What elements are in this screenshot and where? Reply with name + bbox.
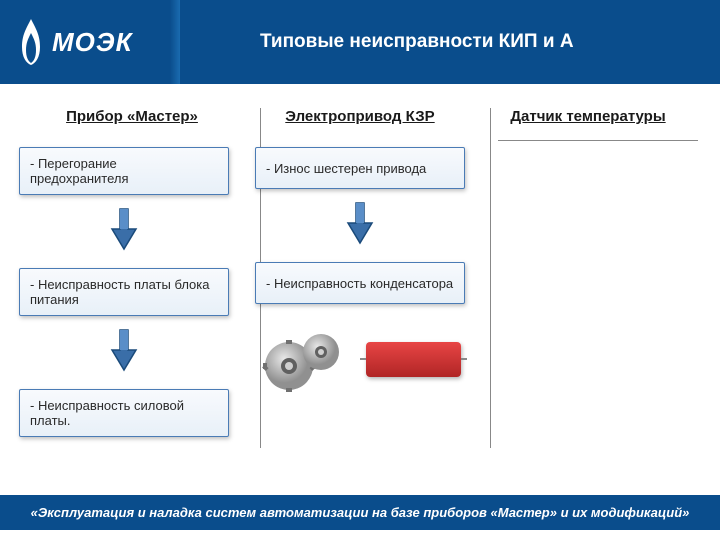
column-header: Прибор «Мастер» (18, 104, 246, 129)
down-arrow-icon (346, 201, 374, 250)
capacitor-image (366, 342, 461, 377)
title-bar: Типовые неисправности КИП и А (180, 0, 574, 84)
column-drive: - Износ шестерен привода - Неисправность… (254, 147, 466, 437)
footer: «Эксплуатация и наладка систем автоматиз… (0, 495, 720, 530)
column-header: Электропривод КЗР (246, 104, 474, 129)
fault-text: - Износ шестерен привода (266, 161, 426, 176)
fault-text: - Неисправность силовой платы. (30, 398, 218, 428)
fault-box: - Неисправность силовой платы. (19, 389, 229, 437)
down-arrow-icon (110, 328, 138, 377)
column-headers: Прибор «Мастер» Электропривод КЗР Датчик… (18, 104, 702, 129)
footer-text: «Эксплуатация и наладка систем автоматиз… (31, 505, 690, 520)
fault-box: - Износ шестерен привода (255, 147, 465, 189)
slide-title: Типовые неисправности КИП и А (180, 31, 574, 53)
images-row (259, 324, 461, 394)
logo-text: МОЭК (52, 27, 133, 58)
column-master: - Перегорание предохранителя - Неисправн… (18, 147, 230, 437)
fault-box: - Неисправность платы блока питания (19, 268, 229, 316)
gears-image (259, 324, 354, 394)
flame-icon (12, 17, 50, 67)
down-arrow-icon (110, 207, 138, 256)
logo-area: МОЭК (0, 0, 133, 84)
column-sensor (490, 147, 702, 437)
header: МОЭК Типовые неисправности КИП и А (0, 0, 720, 84)
fault-text: - Неисправность конденсатора (266, 276, 453, 291)
fault-text: - Неисправность платы блока питания (30, 277, 218, 307)
fault-text: - Перегорание предохранителя (30, 156, 218, 186)
content-area: Прибор «Мастер» Электропривод КЗР Датчик… (0, 84, 720, 484)
fault-box: - Перегорание предохранителя (19, 147, 229, 195)
fault-box: - Неисправность конденсатора (255, 262, 465, 304)
columns: - Перегорание предохранителя - Неисправн… (18, 147, 702, 437)
column-header: Датчик температуры (474, 104, 702, 129)
